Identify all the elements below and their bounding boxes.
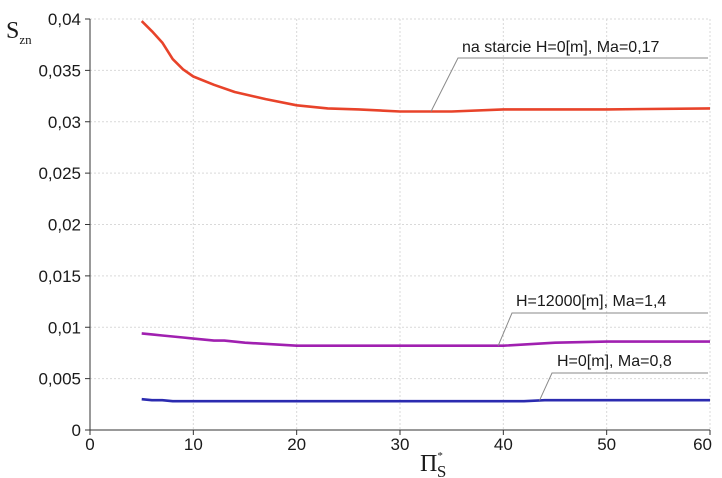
y-tick-label: 0,02 [48,216,81,235]
x-tick-label: 10 [184,435,203,454]
series-line-1 [140,20,711,113]
annotation-label-1: na starcie H=0[m], Ma=0,17 [462,39,660,56]
y-axis-label: Szn [6,18,32,47]
y-tick-label: 0 [72,421,81,440]
series-lines [140,20,711,403]
y-tick-label: 0,025 [38,164,81,183]
annotation-leader-3 [539,372,708,401]
annotation-leader-1 [430,57,708,112]
grid [90,18,711,430]
y-axis-label-main: S [6,18,19,44]
annotations: na starcie H=0[m], Ma=0,17 H=12000[m], Ma… [430,39,708,401]
series-line-2 [141,332,710,347]
y-tick-label: 0,005 [38,370,81,389]
y-tick-label: 0,04 [48,10,81,29]
x-tick-label: 30 [391,435,410,454]
series-line-3 [141,397,710,403]
x-tick-label: 60 [693,435,712,454]
y-tick-label: 0,035 [38,61,81,80]
x-tick-label: 50 [597,435,616,454]
x-tick-label: 20 [287,435,306,454]
annotation-label-3: H=0[m], Ma=0,8 [557,353,672,370]
y-tick-labels: 0 0,005 0,01 0,015 0,02 0,025 0,03 0,035 0,04 [38,10,81,440]
x-axis-label: Π* S [420,450,446,478]
annotation-label-2: H=12000[m], Ma=1,4 [516,293,666,310]
x-tick-labels: 0 10 20 30 40 50 60 [85,435,712,454]
y-tick-label: 0,03 [48,113,81,132]
y-tick-label: 0,015 [38,267,81,286]
annotation-leader-2 [497,312,708,346]
x-axis-label-main: Π [420,451,437,477]
x-axis-label-sup: * [437,450,443,462]
x-axis-label-sub: S [437,462,446,478]
y-axis-label-sub: zn [19,32,32,47]
x-tick-label: 0 [85,435,94,454]
axes [85,18,711,435]
x-tick-label: 40 [494,435,513,454]
y-tick-label: 0,01 [48,318,81,337]
